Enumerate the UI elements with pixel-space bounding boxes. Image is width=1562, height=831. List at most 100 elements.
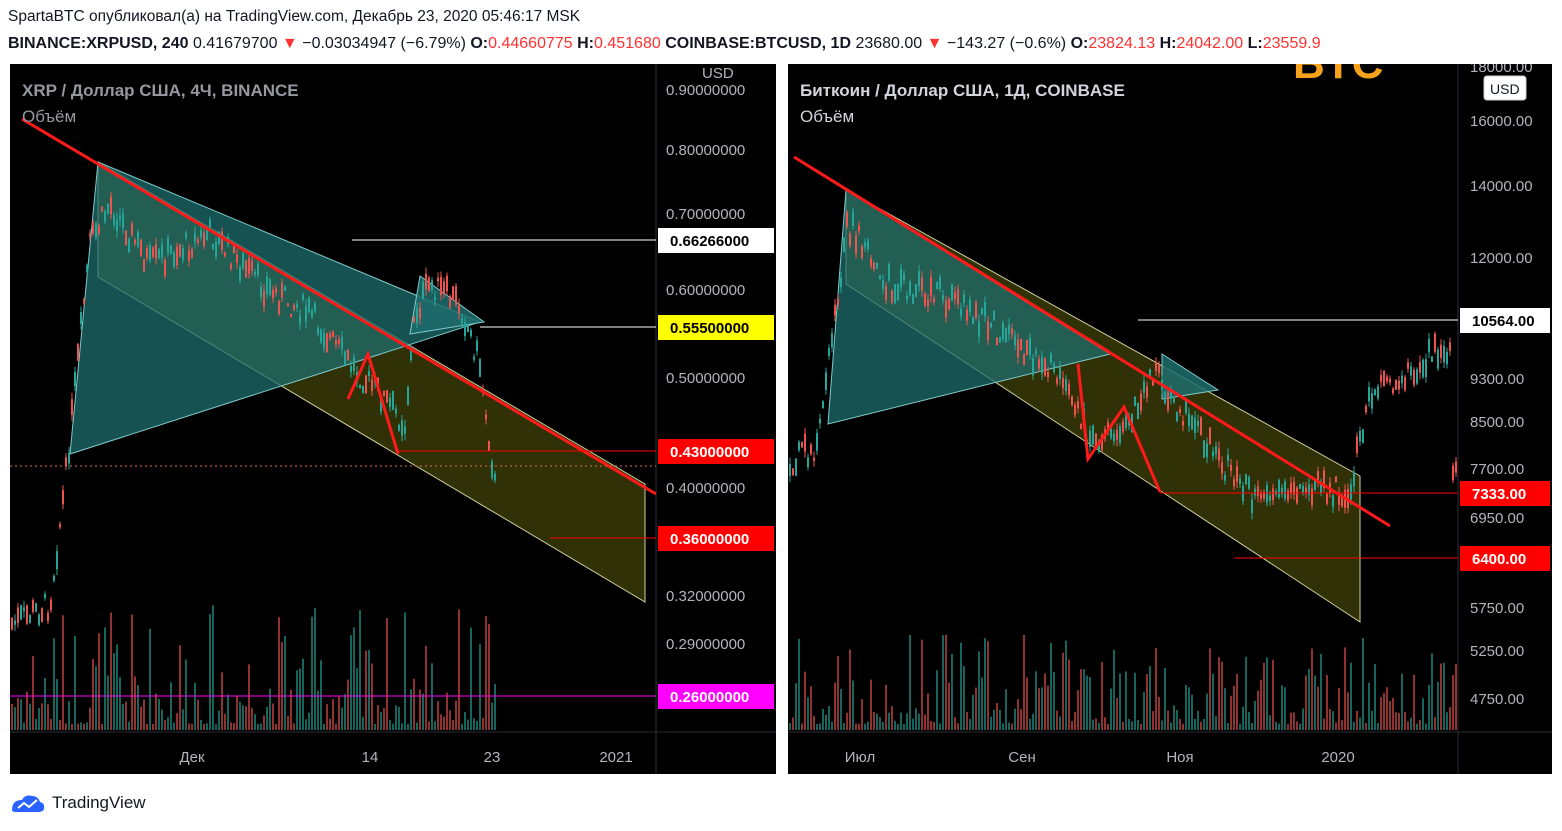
volume-bar (1062, 652, 1064, 730)
candle-body (401, 420, 403, 436)
candle-body (1089, 430, 1091, 447)
volume-bar (1314, 675, 1316, 730)
btc-chart-panel[interactable]: BTC Биткоин / Доллар США, 1Д, COINBASE О… (788, 64, 1552, 774)
volume-bar (1008, 722, 1010, 730)
volume-bar (476, 720, 478, 730)
price-tick: 9300.00 (1470, 371, 1524, 388)
candle-body (936, 281, 938, 289)
volume-bar (1374, 664, 1376, 730)
volume-bar (1434, 717, 1436, 730)
price-tick: 5750.00 (1470, 600, 1524, 617)
volume-bar (1305, 675, 1307, 730)
volume-bar (990, 716, 992, 730)
candle-body (1116, 429, 1118, 440)
candle-body (963, 294, 965, 303)
volume-bar (254, 714, 256, 730)
tradingview-brand[interactable]: TradingView (52, 793, 146, 812)
volume-bar (20, 699, 22, 730)
candle-body (419, 307, 421, 319)
volume-bar (939, 723, 941, 730)
volume-bar (1293, 712, 1295, 730)
volume-bar (1365, 723, 1367, 730)
volume-bar (56, 679, 58, 730)
tradingview-logo-icon (12, 795, 45, 812)
volume-bar (1407, 721, 1409, 730)
volume-bar (1080, 669, 1082, 730)
volume-bar (263, 715, 265, 730)
volume-bar (1020, 709, 1022, 730)
volume-bar (954, 717, 956, 730)
candle-body (284, 285, 286, 292)
volume-bar (1341, 720, 1343, 730)
volume-bar (1332, 711, 1334, 730)
left-symbol[interactable]: BINANCE:XRPUSD, 240 (8, 35, 189, 52)
candle-body (1389, 378, 1391, 383)
candle-body (404, 426, 406, 434)
candle-body (1386, 376, 1388, 382)
candle-body (350, 365, 352, 373)
candle-body (1365, 405, 1367, 413)
candle-body (1062, 378, 1064, 389)
candle-body (275, 288, 277, 293)
candle-body (464, 322, 466, 336)
candle-body (981, 308, 983, 315)
volume-bar (1194, 718, 1196, 730)
candle-body (948, 298, 950, 310)
currency-button[interactable] (1483, 75, 1527, 101)
volume-bar (1215, 716, 1217, 730)
candle-body (392, 391, 394, 410)
candle-body (1416, 369, 1418, 384)
candle-body (1428, 338, 1430, 353)
xrp-chart-panel[interactable]: XRP / Доллар США, 4Ч, BINANCE Объём USD … (10, 64, 776, 774)
candle-body (867, 240, 869, 250)
volume-bar (1083, 669, 1085, 730)
xrp-chart-svg[interactable]: XRP / Доллар США, 4Ч, BINANCE Объём USD … (10, 64, 776, 774)
volume-bar (1176, 710, 1178, 730)
candle-body (311, 310, 313, 318)
candle-body (329, 333, 331, 339)
candle-body (945, 300, 947, 318)
volume-bar (1233, 685, 1235, 730)
candle-body (317, 327, 319, 334)
candle-body (1212, 451, 1214, 457)
candle-body (14, 620, 16, 625)
volume-bar (921, 639, 923, 730)
candle-body (188, 250, 190, 261)
price-label: 6400.00 (1472, 551, 1526, 568)
candle-body (807, 457, 809, 467)
right-open: 23824.13 (1088, 35, 1156, 52)
candle-body (455, 286, 457, 305)
candle-body (798, 442, 800, 451)
volume-bar (152, 723, 154, 730)
volume-bar (984, 638, 986, 730)
volume-bar (795, 683, 797, 730)
volume-bar (1197, 710, 1199, 730)
zigzag-line (346, 349, 400, 455)
candle-body (38, 614, 40, 626)
candle-body (1263, 492, 1265, 499)
volume-bar (1404, 712, 1406, 730)
volume-bar (924, 714, 926, 730)
candle-body (969, 299, 971, 312)
volume-bar (374, 723, 376, 730)
volume-bar (86, 722, 88, 730)
candle-body (1455, 461, 1457, 473)
volume-bar (1050, 642, 1052, 730)
candle-body (885, 286, 887, 300)
volume-bar (473, 718, 475, 730)
volume-bar (242, 705, 244, 730)
price-tick: 4750.00 (1470, 691, 1524, 708)
candle-body (1119, 426, 1121, 443)
candle-body (1350, 484, 1352, 500)
candle-body (167, 238, 169, 253)
candle-body (1185, 400, 1187, 413)
candle-body (131, 223, 133, 235)
candle-body (215, 241, 217, 257)
volume-bar (227, 694, 229, 730)
volume-bar (203, 724, 205, 730)
candle-body (795, 458, 797, 476)
btc-chart-svg[interactable]: BTC Биткоин / Доллар США, 1Д, COINBASE О… (788, 64, 1552, 774)
right-symbol[interactable]: COINBASE:BTCUSD, 1D (665, 35, 851, 52)
volume-bar (371, 663, 373, 730)
candle-body (347, 349, 349, 361)
